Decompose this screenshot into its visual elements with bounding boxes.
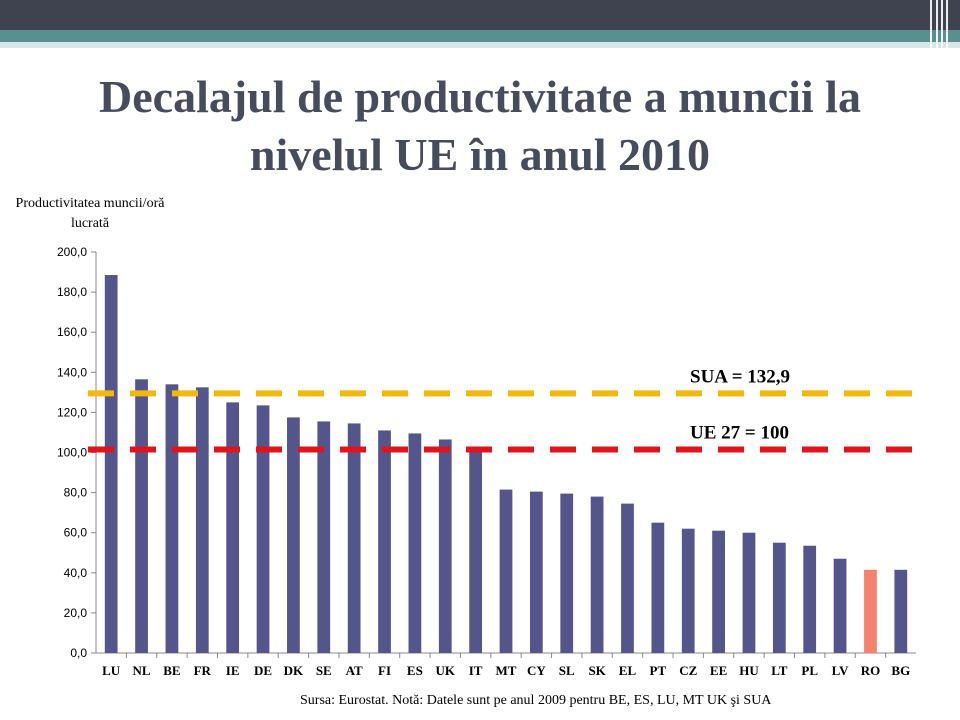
y-tick-label: 20,0 [64,606,88,620]
bar-be [165,384,179,653]
bar-el [621,503,634,653]
y-tick-label: 200,0 [57,245,87,259]
x-tick-label: PT [650,663,667,678]
y-tick-label: 80,0 [64,486,88,500]
x-tick-label: AT [346,663,363,678]
bar-nl [135,379,148,653]
bar-es [408,433,422,653]
x-tick-label: LU [102,663,121,678]
x-tick-label: DK [284,663,304,678]
bar-hu [742,532,756,653]
y-axis-label: Productivitatea muncii/oră lucrată [15,196,165,231]
x-tick-label: LV [832,663,849,678]
bar-cy [529,491,543,653]
top-header-bar [0,0,960,30]
bar-ee [712,530,725,653]
x-tick-label: SL [559,663,575,678]
bar-pl [803,545,817,653]
y-tick-label: 40,0 [64,566,88,580]
x-tick-label: RO [861,663,881,678]
bar-bg [894,569,908,653]
x-tick-label: CY [527,663,546,678]
bar-lt [772,542,786,653]
y-tick-label: 0,0 [70,646,87,660]
bar-ie [226,402,240,653]
header-light-band [0,42,960,48]
header-stripe [941,0,943,64]
x-tick-label: BE [163,663,180,678]
bar-mt [499,489,513,653]
x-tick-label: PL [801,663,818,678]
y-tick-label: 180,0 [57,285,87,299]
x-tick-label: DE [254,663,272,678]
bar-ro [864,569,877,653]
x-tick-label: CZ [679,663,697,678]
y-tick-label: 60,0 [64,526,88,540]
x-tick-label: BG [891,663,910,678]
x-tick-label: IT [469,663,483,678]
x-tick-label: LT [771,663,787,678]
bar-lu [104,275,118,653]
x-tick-label: NL [133,663,151,678]
bar-cz [681,528,695,653]
x-tick-label: EE [710,663,727,678]
header-stripe [930,0,932,64]
x-tick-label: FR [194,663,212,678]
reference-line-label: UE 27 = 100 [690,422,789,443]
bar-sk [590,496,604,653]
header-stripe [936,0,938,64]
source-note: Sursa: Eurostat. Notă: Datele sunt pe an… [300,693,772,708]
x-tick-label: ES [407,663,423,678]
x-tick-label: HU [739,663,759,678]
header-stripe [946,0,948,64]
y-tick-label: 140,0 [57,365,87,379]
bar-fr [195,387,209,653]
x-tick-label: SK [588,663,606,678]
bar-pt [651,522,665,653]
y-tick-label: 100,0 [57,446,87,460]
bar-sl [560,493,574,653]
reference-line-label: SUA = 132,9 [690,366,790,387]
bar-lv [833,558,847,653]
bar-it [469,449,483,653]
x-tick-label: FI [378,663,391,678]
bar-uk [438,439,452,653]
x-tick-label: UK [436,663,456,678]
bar-se [317,421,331,653]
header-accent-band [0,30,960,42]
x-tick-label: SE [316,663,332,678]
y-tick-label: 120,0 [57,405,87,419]
bar-dk [287,417,300,653]
bar-at [347,423,361,653]
page-title: Decalajul de productivitate a muncii la … [99,71,861,180]
x-tick-label: IE [226,663,240,678]
x-tick-label: EL [619,663,637,678]
bar-de [256,405,270,653]
y-tick-label: 160,0 [57,325,87,339]
bar-fi [378,430,391,653]
x-tick-label: MT [496,663,517,678]
